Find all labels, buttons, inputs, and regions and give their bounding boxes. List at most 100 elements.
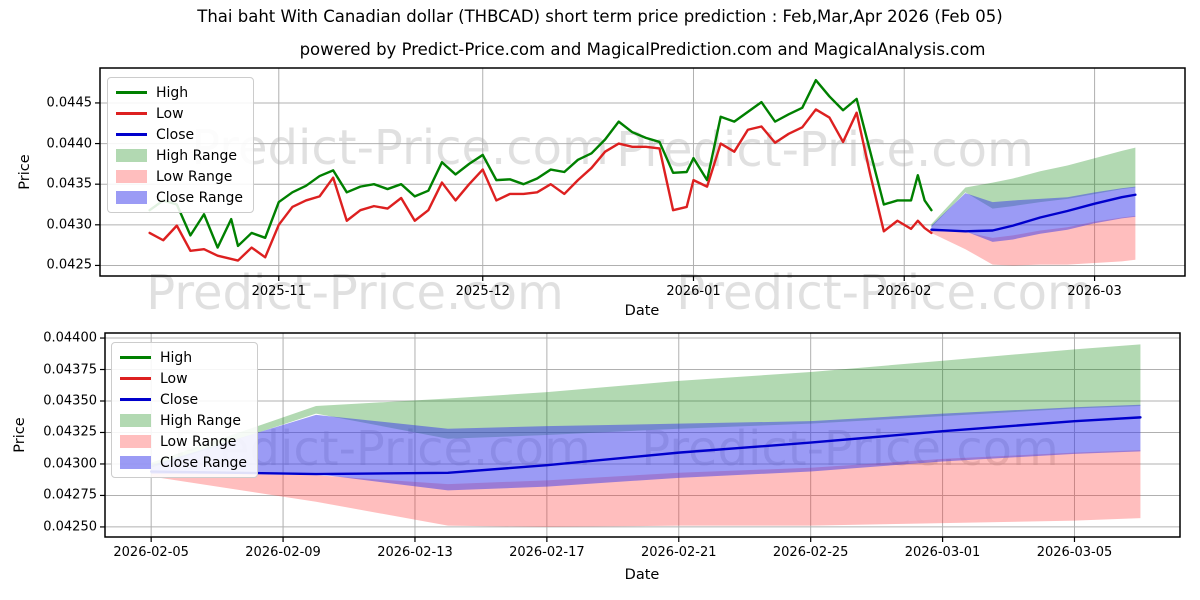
high-line [148, 78, 933, 249]
close-range-band [931, 186, 1136, 242]
high-range-band [931, 147, 1136, 228]
legend-item: High Range [116, 146, 243, 165]
legend-item: Close Range [120, 453, 247, 472]
low-range-swatch-icon [120, 435, 151, 448]
high-swatch-icon [116, 91, 147, 94]
x-tick-label: 2026-02-09 [245, 545, 321, 560]
bottom-chart [100, 332, 1181, 542]
legend-patch-swatch [120, 414, 151, 427]
x-tick-label: 2026-02-17 [509, 545, 585, 560]
legend-line-swatch [116, 112, 147, 115]
legend-item: High Range [120, 411, 247, 430]
watermark-text: Predict-Price.com [616, 122, 1034, 178]
high-swatch-icon [120, 356, 151, 359]
legend-line-swatch [120, 398, 151, 401]
axes-frame [104, 332, 1181, 538]
legend-item-label: High Range [156, 147, 237, 164]
x-tick-label: 2026-01 [666, 284, 721, 299]
legend-item-label: Close [156, 126, 195, 143]
legend-line-swatch [116, 133, 147, 136]
legend-item-label: Close Range [160, 454, 247, 471]
low-range-band [931, 215, 1136, 266]
close-range-band [151, 404, 1141, 491]
x-tick-label: 2026-03 [1067, 284, 1122, 299]
figure-title: Thai baht With Canadian dollar (THBCAD) … [197, 7, 1003, 26]
legend-item-label: Low [160, 370, 188, 387]
close-swatch-icon [120, 398, 151, 401]
legend-patch-swatch [116, 170, 147, 183]
watermark-text: Predict-Price.com [191, 120, 609, 176]
y-tick-label: 0.0425 [46, 257, 93, 273]
axes-frame [99, 67, 1186, 277]
y-tick-label: 0.0430 [46, 217, 93, 233]
low-range-swatch-icon [116, 170, 147, 183]
legend-item: Low Range [120, 432, 247, 451]
x-tick-label: 2026-03-05 [1036, 545, 1113, 560]
chart-subtitle: powered by Predict-Price.com and Magical… [299, 40, 986, 59]
y-tick-label: 0.04375 [43, 362, 97, 378]
legend-item: Close [116, 125, 243, 144]
legend-item: Close [120, 390, 247, 409]
low-line [148, 108, 933, 262]
bottom-chart-legend: High Low Close High Range Low Range Close Ran… [111, 342, 258, 478]
watermark-text: Predict-Price.com [676, 265, 1094, 321]
x-tick-label: 2025-11 [251, 284, 306, 299]
watermark-text: Predict-Price.com [146, 265, 564, 321]
x-tick-label: 2026-02 [877, 284, 932, 299]
top-chart-legend: High Low Close High Range Low Range Close Ran… [107, 77, 254, 213]
legend-patch-swatch [120, 435, 151, 448]
x-tick-label: 2026-03-01 [904, 545, 981, 560]
y-tick-label: 0.0440 [46, 136, 93, 152]
legend-item-label: High [160, 349, 193, 366]
low-swatch-icon [120, 377, 151, 380]
legend-item: Low [120, 369, 247, 388]
legend-patch-swatch [120, 456, 151, 469]
legend-item: Close Range [116, 188, 243, 207]
low-range-band [151, 450, 1141, 527]
legend-item: High [116, 83, 243, 102]
close-range-swatch-icon [116, 191, 147, 204]
high-range-swatch-icon [116, 149, 147, 162]
legend-patch-swatch [116, 191, 147, 204]
top-chart-ylabel: Price [17, 154, 33, 190]
legend-item-label: Low Range [160, 433, 237, 450]
legend-patch-swatch [116, 149, 147, 162]
legend-line-swatch [120, 356, 151, 359]
legend-line-swatch [120, 377, 151, 380]
y-tick-label: 0.04300 [43, 456, 97, 472]
legend-item: Low [116, 104, 243, 123]
x-tick-label: 2026-02-21 [640, 545, 717, 560]
bottom-chart-ylabel: Price [12, 417, 28, 453]
top-chart [95, 67, 1186, 281]
legend-item-label: Close Range [156, 189, 243, 206]
legend-item-label: High Range [160, 412, 241, 429]
y-tick-label: 0.0435 [46, 176, 93, 192]
high-range-band [151, 344, 1141, 468]
x-tick-label: 2026-02-05 [113, 545, 189, 560]
x-tick-label: 2026-02-25 [772, 545, 849, 560]
close-range-swatch-icon [120, 456, 151, 469]
y-tick-label: 0.04400 [43, 330, 97, 346]
high-range-swatch-icon [120, 414, 151, 427]
legend-item: High [120, 348, 247, 367]
bottom-chart-xlabel: Date [624, 567, 660, 583]
top-chart-xlabel: Date [624, 303, 660, 319]
y-tick-label: 0.04275 [43, 487, 97, 503]
low-swatch-icon [116, 112, 147, 115]
x-tick-label: 2025-12 [455, 284, 510, 299]
y-tick-label: 0.0445 [46, 95, 93, 111]
close-forecast-line [930, 193, 1137, 233]
close-swatch-icon [116, 133, 147, 136]
legend-item-label: Low [156, 105, 184, 122]
y-tick-label: 0.04350 [43, 393, 97, 409]
close-forecast-line [149, 416, 1142, 476]
x-tick-label: 2026-02-13 [377, 545, 453, 560]
y-tick-label: 0.04250 [43, 519, 97, 535]
legend-item-label: Low Range [156, 168, 233, 185]
legend-item: Low Range [116, 167, 243, 186]
legend-item-label: Close [160, 391, 199, 408]
legend-line-swatch [116, 91, 147, 94]
legend-item-label: High [156, 84, 189, 101]
